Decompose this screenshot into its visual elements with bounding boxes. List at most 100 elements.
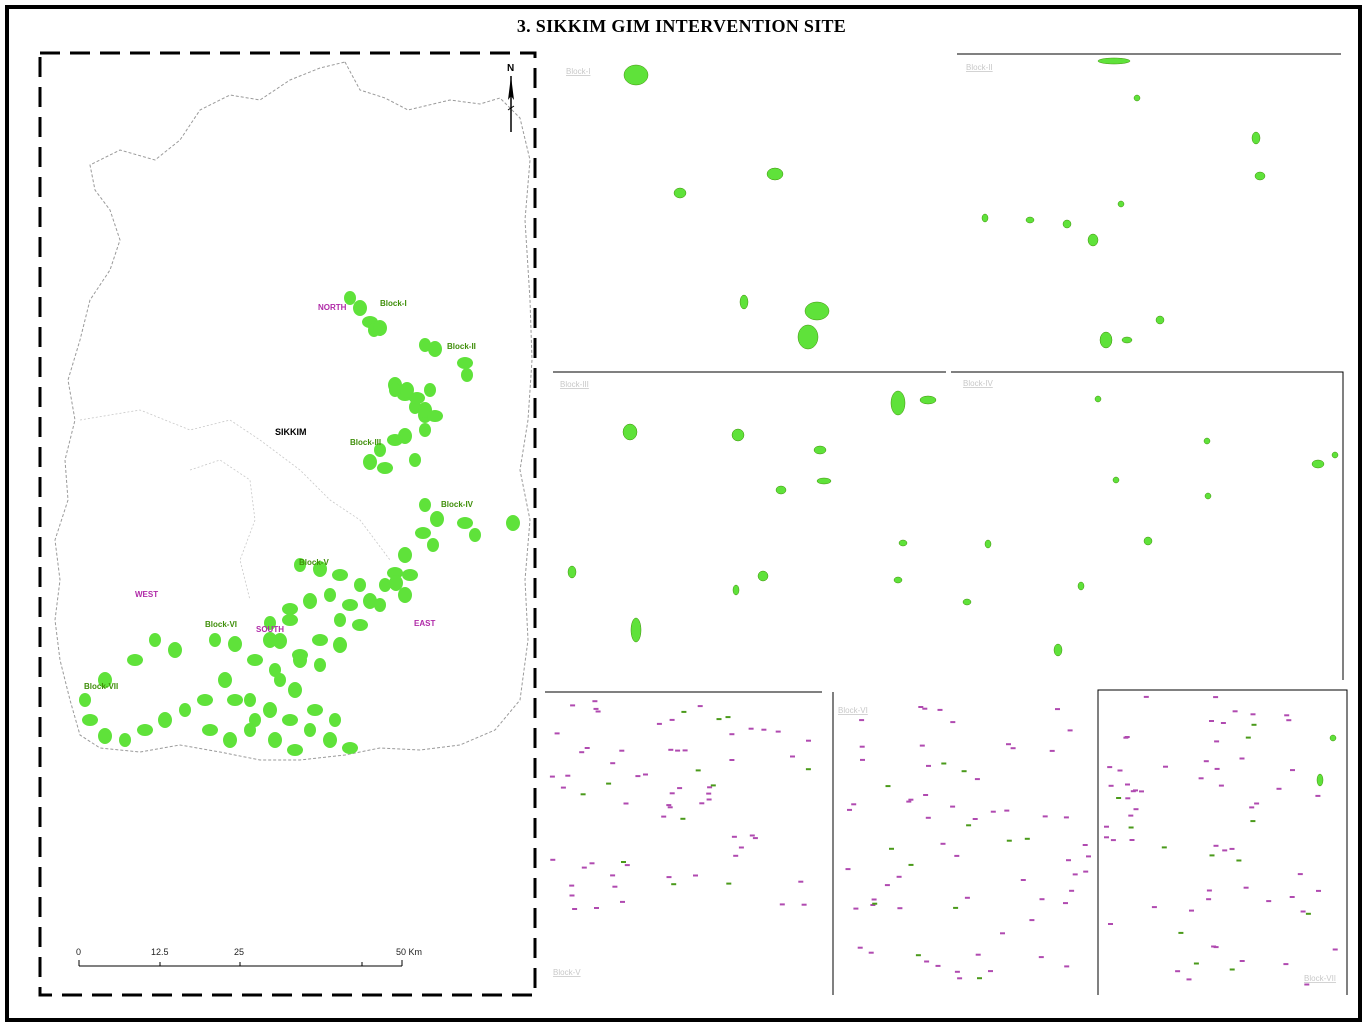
- intervention-patch: [202, 724, 218, 736]
- intervention-patch: [282, 603, 298, 615]
- plot-marker: [1213, 844, 1219, 847]
- plot-marker: [1189, 909, 1194, 912]
- plot-marker: [729, 733, 735, 736]
- plot-marker: [940, 842, 946, 845]
- plot-marker: [1117, 769, 1123, 772]
- panel-patch: [739, 294, 749, 310]
- panel-patch: [1329, 734, 1337, 742]
- scale-tick-0: 0: [76, 947, 81, 957]
- plot-marker: [1125, 783, 1130, 786]
- plot-marker: [1214, 767, 1220, 770]
- plot-marker: [666, 876, 672, 879]
- north-arrow-label: N: [507, 63, 514, 74]
- plot-marker: [669, 718, 675, 721]
- panel-patch: [1311, 459, 1325, 469]
- plot-marker: [1128, 814, 1134, 817]
- plot-marker: [594, 907, 599, 909]
- plot-marker: [729, 759, 735, 761]
- panel-patch: [757, 570, 769, 582]
- intervention-patch: [398, 547, 412, 563]
- plot-marker: [733, 854, 739, 857]
- plot-marker: [957, 977, 963, 980]
- plot-marker: [1125, 797, 1131, 800]
- intervention-patch: [419, 338, 431, 352]
- plot-marker: [926, 764, 931, 767]
- plot-marker: [761, 728, 767, 731]
- plot-marker: [668, 748, 674, 751]
- intervention-patch: [373, 320, 387, 336]
- plot-marker: [584, 747, 590, 749]
- plot-marker: [1249, 806, 1255, 809]
- plot-marker: [775, 730, 781, 733]
- panel-patch: [732, 584, 740, 596]
- plot-marker: [1066, 859, 1071, 862]
- plot-marker: [1082, 844, 1088, 846]
- plot-marker: [1213, 696, 1219, 699]
- intervention-patch: [363, 454, 377, 470]
- intervention-patch: [342, 742, 358, 754]
- plot-marker: [922, 707, 928, 710]
- plot-marker: [805, 768, 811, 771]
- plot-marker: [635, 775, 641, 778]
- scale-tick-50-km: 50 Km: [396, 947, 422, 957]
- plot-marker: [859, 745, 865, 748]
- plot-marker: [1214, 740, 1220, 743]
- panel-patch: [1251, 131, 1261, 145]
- plot-marker: [549, 775, 555, 778]
- intervention-patch: [344, 291, 356, 305]
- panel-patch: [775, 485, 787, 495]
- intervention-patch: [374, 598, 386, 612]
- intervention-patch: [352, 619, 368, 631]
- plot-marker: [851, 803, 857, 806]
- intervention-patch: [363, 593, 377, 609]
- plot-marker: [1218, 784, 1224, 787]
- intervention-patch: [223, 732, 237, 748]
- panel-patch: [893, 576, 903, 584]
- intervention-patch: [282, 714, 298, 726]
- plot-marker: [693, 874, 698, 877]
- intervention-patch: [274, 673, 286, 687]
- intervention-patch: [409, 453, 421, 467]
- plot-marker: [806, 739, 811, 742]
- north-arrow-icon: N: [507, 63, 515, 132]
- plot-marker: [1130, 790, 1136, 793]
- plot-marker: [619, 749, 625, 752]
- panel-patch: [804, 301, 830, 321]
- block-label-v: Block-V: [299, 558, 329, 567]
- plot-marker: [726, 882, 732, 885]
- intervention-patch: [409, 392, 425, 404]
- panel-patch: [797, 324, 819, 350]
- plot-marker: [1108, 784, 1114, 787]
- district-label-north: NORTH: [318, 303, 347, 312]
- intervention-patch: [353, 300, 367, 316]
- panel-patch: [1203, 437, 1211, 445]
- plot-marker: [1250, 820, 1256, 823]
- plot-marker: [1139, 790, 1144, 793]
- plot-marker: [884, 884, 890, 887]
- plot-marker: [677, 787, 683, 790]
- intervention-patch: [415, 527, 431, 539]
- plot-marker: [738, 846, 744, 849]
- plot-marker: [1276, 787, 1282, 790]
- plot-marker: [612, 885, 618, 888]
- plot-marker: [569, 894, 575, 897]
- plot-marker: [961, 770, 967, 773]
- plot-marker: [1289, 896, 1295, 898]
- plot-marker: [593, 707, 599, 710]
- panel-patch: [1331, 451, 1339, 459]
- plot-marker: [1029, 919, 1035, 922]
- plot-marker: [699, 802, 705, 805]
- panel-patch: [1097, 57, 1131, 65]
- panel-patch: [919, 395, 937, 405]
- plot-marker: [1254, 802, 1260, 805]
- scale-bar: 0 12.5 25 50 Km: [76, 947, 422, 967]
- map-title: 3. SIKKIM GIM INTERVENTION SITE: [516, 16, 847, 36]
- plot-marker: [1110, 839, 1116, 842]
- plot-marker: [1086, 855, 1091, 858]
- plot-marker: [610, 762, 616, 765]
- plot-marker: [725, 716, 731, 719]
- plot-marker: [1107, 766, 1113, 769]
- plot-marker: [1024, 837, 1030, 840]
- plot-marker: [915, 954, 921, 957]
- plot-marker: [661, 815, 667, 818]
